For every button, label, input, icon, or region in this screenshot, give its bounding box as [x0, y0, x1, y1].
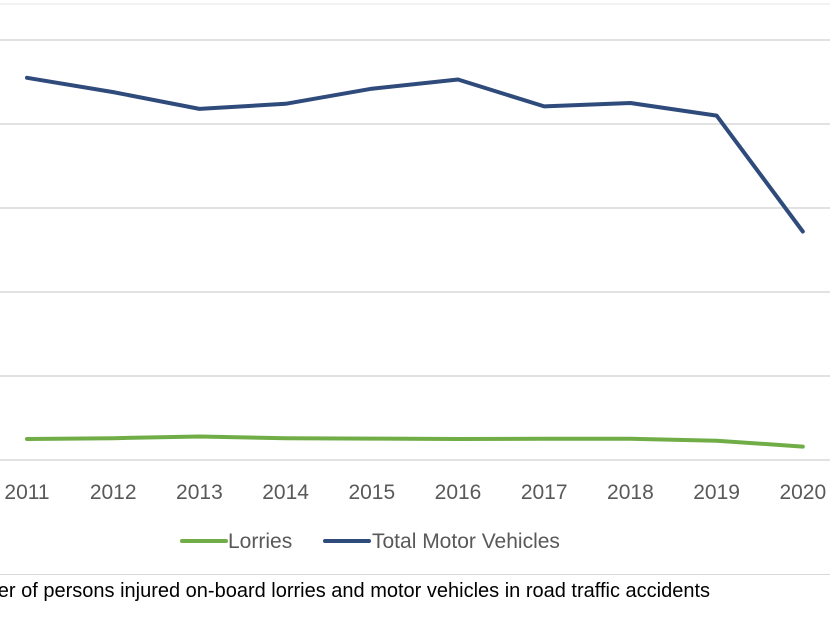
- x-tick-label: 2012: [90, 481, 137, 504]
- x-tick-label: 2013: [176, 481, 223, 504]
- x-tick-label: 2014: [262, 481, 309, 504]
- x-tick-label: 2016: [435, 481, 482, 504]
- x-tick-label: 2020: [779, 481, 826, 504]
- gridlines: [0, 3, 830, 461]
- series-lines: [25, 75, 805, 449]
- chart-caption: mber of persons injured on-board lorries…: [0, 580, 710, 602]
- x-tick-label: 2019: [693, 481, 740, 504]
- x-tick-label: 2017: [521, 481, 568, 504]
- legend: Lorries Total Motor Vehicles: [180, 530, 560, 553]
- x-tick-label: 2015: [348, 481, 395, 504]
- x-axis-ticks: 2011 2012 2013 2014 2015 2016 2017 2018 2019 2020: [4, 481, 826, 504]
- x-tick-label: 2018: [607, 481, 654, 504]
- series-line-lorries: [25, 434, 805, 449]
- legend-label: Total Motor Vehicles: [372, 530, 560, 553]
- series-line-total-motor-vehicles: [25, 75, 805, 234]
- x-tick-label: 2011: [4, 481, 49, 504]
- legend-label: Lorries: [228, 530, 292, 553]
- caption-divider: [0, 574, 830, 575]
